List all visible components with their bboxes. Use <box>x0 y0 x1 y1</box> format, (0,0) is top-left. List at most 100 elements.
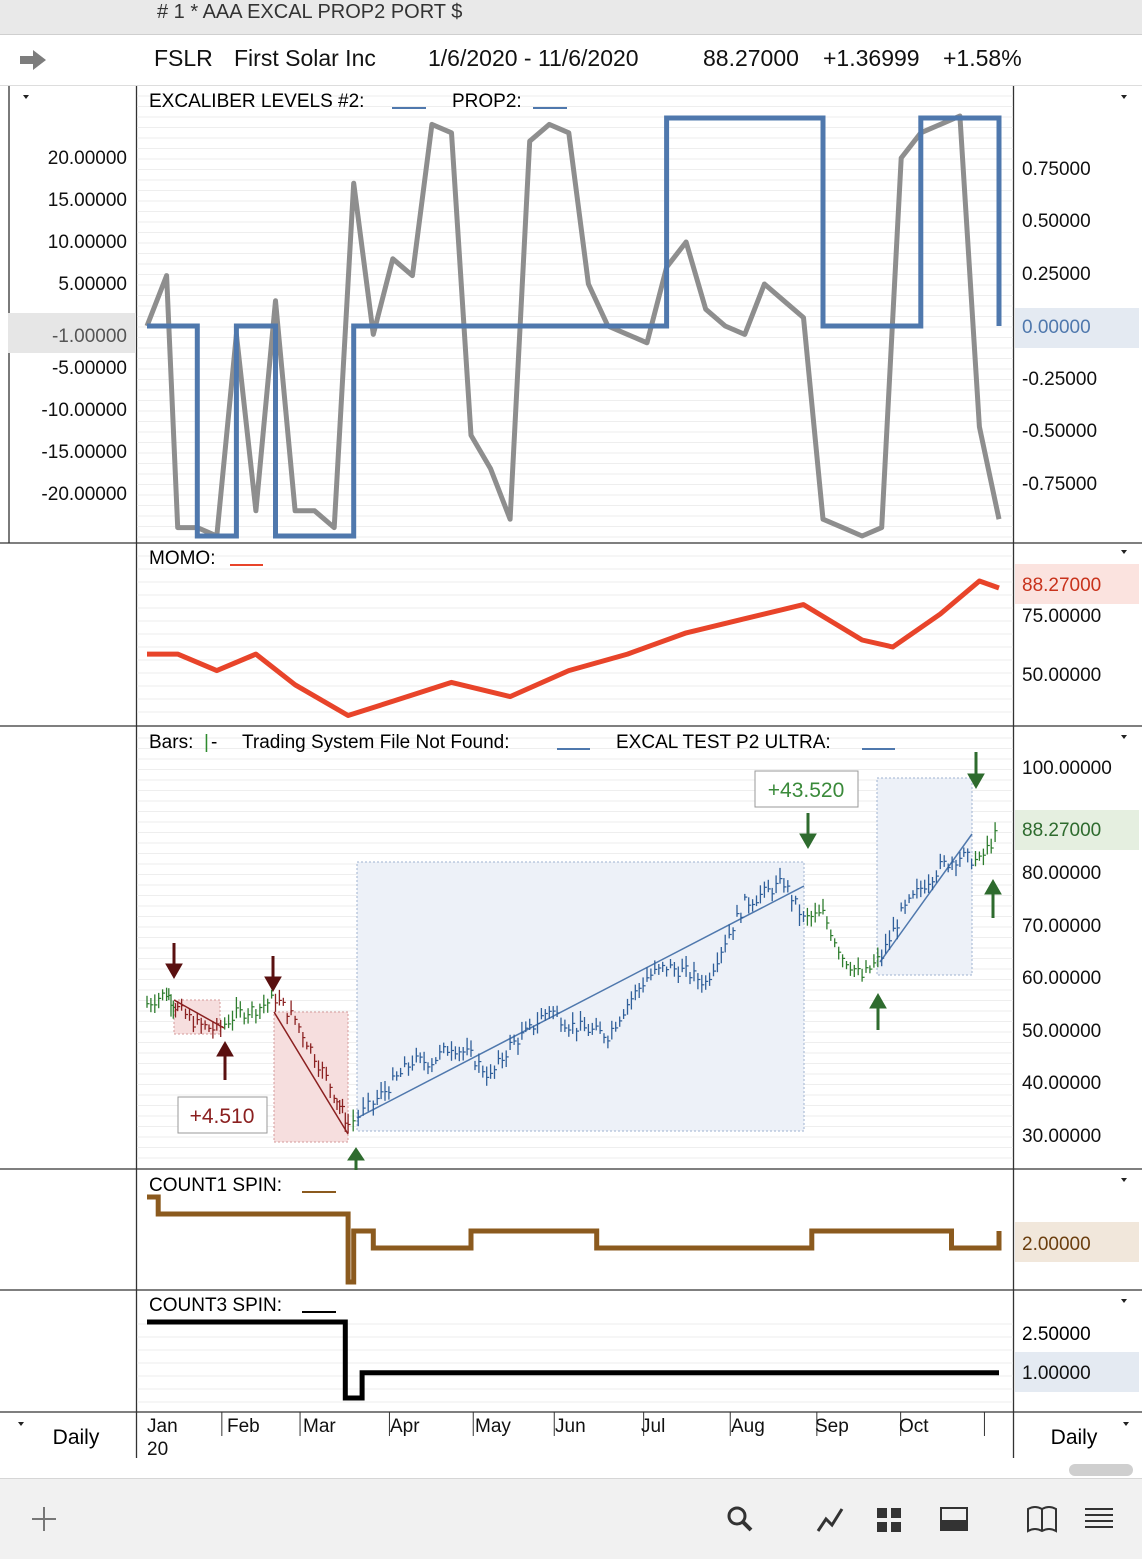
menu-icon[interactable] <box>1079 1499 1119 1539</box>
tick-label: -0.50000 <box>1022 421 1097 442</box>
bar-style-dash: - <box>211 732 217 753</box>
period-right[interactable]: Daily <box>1051 1426 1098 1449</box>
tick-label: 20.00000 <box>48 148 127 169</box>
grid-layout-icon[interactable] <box>869 1499 909 1539</box>
excal-left-current: -1.00000 <box>52 326 127 347</box>
bars-right-axis: 100.00000 80.00000 70.00000 60.00000 50.… <box>1022 758 1112 1147</box>
short-entry-arrow-icon <box>165 943 282 993</box>
count1-spin-line <box>147 1194 1002 1285</box>
panel-frames <box>0 86 1142 1458</box>
tick-label: 0.50000 <box>1022 211 1091 232</box>
tick-label: 50.00000 <box>1022 1021 1101 1042</box>
line-study-icon[interactable] <box>810 1499 850 1539</box>
month-label: May <box>475 1416 511 1437</box>
company-name: First Solar Inc <box>234 45 376 71</box>
tick-label: 100.00000 <box>1022 758 1112 779</box>
excal-right-axis: 0.75000 0.50000 0.25000 -0.25000 -0.5000… <box>1022 159 1097 495</box>
trade-result-1: +4.510 <box>190 1105 255 1128</box>
tick-label: 10.00000 <box>48 232 127 253</box>
current-value-badge <box>1015 564 1139 604</box>
current-value-badge <box>1015 1352 1139 1392</box>
excaliber-levels-line <box>144 113 1002 539</box>
trade-box-long-2 <box>876 777 973 976</box>
trade-box-long-1 <box>356 861 805 1132</box>
count3-spin-line <box>147 1319 999 1401</box>
month-label: Jan <box>147 1416 178 1437</box>
tick-label: 0.25000 <box>1022 264 1091 285</box>
tick-label: -10.00000 <box>41 400 127 421</box>
tick-label: 75.00000 <box>1022 606 1101 627</box>
count1-current: 2.00000 <box>1022 1234 1091 1255</box>
search-icon[interactable] <box>720 1499 760 1539</box>
tick-label: 80.00000 <box>1022 863 1101 884</box>
tick-label: 2.50000 <box>1022 1324 1091 1345</box>
trade-result-box <box>177 1096 268 1134</box>
grid-lines <box>137 95 1013 1436</box>
month-label: Feb <box>227 1416 260 1437</box>
short-exit-arrow-icon <box>216 1040 234 1080</box>
date-range: 1/6/2020 - 11/6/2020 <box>428 45 639 71</box>
momo-right-axis: 75.00000 50.00000 <box>1022 606 1101 686</box>
month-label: Sep <box>815 1416 849 1437</box>
chevron-down-icon <box>1121 550 1127 554</box>
current-value-badge <box>1015 810 1139 850</box>
excal-label: EXCALIBER LEVELS #2: <box>149 91 364 112</box>
symbol-header: FSLR First Solar Inc 1/6/2020 - 11/6/202… <box>0 35 1142 86</box>
tick-label: 40.00000 <box>1022 1073 1101 1094</box>
last-price: 88.27000 <box>703 45 799 71</box>
tick-label: 30.00000 <box>1022 1126 1101 1147</box>
bars-current: 88.27000 <box>1022 820 1101 841</box>
month-label: Jun <box>555 1416 586 1437</box>
panel-menus[interactable] <box>18 95 1129 1426</box>
tick-label: -15.00000 <box>41 442 127 463</box>
chevron-down-icon <box>1123 1422 1129 1426</box>
bar-style-icon: | <box>204 732 209 753</box>
long-entry-arrow-icon <box>347 878 1002 1170</box>
price-change-pct: +1.58% <box>943 45 1022 71</box>
excal-left-axis: 20.00000 15.00000 10.00000 5.00000 -5.00… <box>41 148 127 505</box>
current-value-badge <box>1015 308 1139 348</box>
count3-current: 1.00000 <box>1022 1363 1091 1384</box>
price-change: +1.36999 <box>823 45 920 71</box>
month-label: Oct <box>899 1416 929 1437</box>
month-label: Aug <box>731 1416 765 1437</box>
time-axis[interactable]: Jan Feb Mar Apr May Jun Jul Aug Sep Oct … <box>147 1416 929 1460</box>
count3-label: COUNT3 SPIN: <box>149 1295 282 1316</box>
window-title: # 1 * AAA EXCAL PROP2 PORT $ <box>157 1 463 23</box>
momo-label: MOMO: <box>149 548 216 569</box>
tick-label: -20.00000 <box>41 484 127 505</box>
tick-label: 15.00000 <box>48 190 127 211</box>
trade-result-box <box>754 770 859 808</box>
month-label: Apr <box>390 1416 420 1437</box>
bottom-toolbar <box>0 1478 1142 1559</box>
tick-label: 5.00000 <box>58 274 127 295</box>
tick-label: -0.25000 <box>1022 369 1097 390</box>
panel-layout-icon[interactable] <box>934 1499 974 1539</box>
tick-label: 60.00000 <box>1022 968 1101 989</box>
symbol: FSLR <box>154 45 213 71</box>
horizontal-scrollbar[interactable] <box>1069 1464 1133 1476</box>
excal-right-current: 0.00000 <box>1022 317 1091 338</box>
window-titlebar: # 1 * AAA EXCAL PROP2 PORT $ <box>0 0 1142 35</box>
trading-system-label: Trading System File Not Found: <box>242 732 510 753</box>
current-value-badge <box>8 313 136 353</box>
tick-label: 70.00000 <box>1022 916 1101 937</box>
chevron-down-icon <box>18 1422 24 1426</box>
chart-area[interactable]: EXCALIBER LEVELS #2: PROP2: 20.00000 15.… <box>0 86 1142 1478</box>
chevron-down-icon <box>1121 1299 1127 1303</box>
momo-current: 88.27000 <box>1022 575 1101 596</box>
period-left[interactable]: Daily <box>53 1426 100 1449</box>
chevron-down-icon <box>1121 95 1127 99</box>
chevron-down-icon <box>23 95 29 99</box>
tick-label: -5.00000 <box>52 358 127 379</box>
prop2-line <box>147 115 1002 539</box>
add-icon[interactable] <box>24 1499 64 1539</box>
link-arrow-icon[interactable] <box>18 47 48 73</box>
momo-line <box>147 578 1000 718</box>
chevron-down-icon <box>1121 735 1127 739</box>
book-icon[interactable] <box>1022 1499 1062 1539</box>
month-label: Jul <box>641 1416 665 1437</box>
current-value-badge <box>1015 1222 1139 1262</box>
year-label: 20 <box>147 1439 168 1460</box>
prop2-label: PROP2: <box>452 91 522 112</box>
